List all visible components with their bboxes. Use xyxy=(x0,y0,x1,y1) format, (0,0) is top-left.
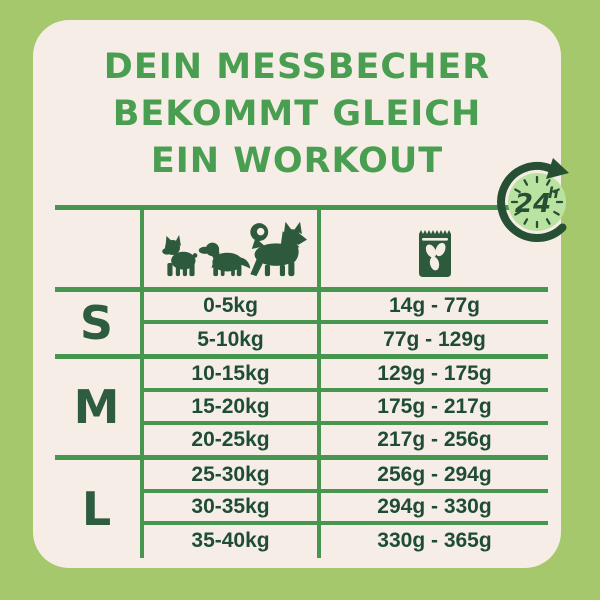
weight-cell: 0-5kg xyxy=(203,294,258,317)
size-label-s: S xyxy=(79,296,114,350)
badge-unit: h xyxy=(548,184,559,202)
amount-cell: 330g - 365g xyxy=(377,528,492,552)
weight-cell: 10-15kg xyxy=(191,361,270,385)
row-divider xyxy=(140,521,548,525)
title-line-3: EIN WORKOUT xyxy=(150,141,444,181)
24h-clock-badge: 24 h xyxy=(487,151,587,251)
title-line-2: BEKOMMT GLEICH xyxy=(112,94,482,134)
size-label-l: L xyxy=(81,481,112,536)
card-background xyxy=(33,20,561,568)
row-divider xyxy=(140,320,548,324)
weight-cell: 30-35kg xyxy=(191,495,270,518)
column-divider-2 xyxy=(317,205,321,558)
amount-cell: 217g - 256g xyxy=(377,428,492,451)
weight-cell: 5-10kg xyxy=(197,327,264,351)
amount-cell: 175g - 217g xyxy=(377,394,492,418)
size-label-m: M xyxy=(73,380,120,434)
weight-cell: 20-25kg xyxy=(191,428,270,451)
amount-cell: 256g - 294g xyxy=(377,462,492,486)
badge-number: 24 xyxy=(515,189,551,219)
amount-cell: 129g - 175g xyxy=(377,361,492,385)
arrowhead xyxy=(546,158,569,179)
row-divider xyxy=(140,489,548,493)
header-bottom-divider xyxy=(55,287,548,292)
amount-cell: 14g - 77g xyxy=(388,294,481,317)
amount-cell: 77g - 129g xyxy=(383,327,486,351)
weight-cell: 25-30kg xyxy=(191,462,270,486)
page-title: DEIN MESSBECHER BEKOMMT GLEICH EIN WORKO… xyxy=(33,44,561,185)
section-divider-s-m xyxy=(55,354,548,359)
title-line-1: DEIN MESSBECHER xyxy=(103,47,491,87)
section-divider-m-l xyxy=(55,455,548,460)
food-bag-icon xyxy=(417,225,453,279)
dog-sizes-icon xyxy=(158,216,308,280)
row-divider xyxy=(140,388,548,392)
circular-arrow xyxy=(497,162,567,242)
weight-cell: 35-40kg xyxy=(191,528,270,552)
table-top-divider xyxy=(55,205,548,210)
weight-cell: 15-20kg xyxy=(191,394,270,418)
amount-cell: 294g - 330g xyxy=(377,495,492,518)
clock-face xyxy=(508,173,566,231)
column-divider-1 xyxy=(140,205,144,558)
clock-ticks xyxy=(510,175,564,229)
row-divider xyxy=(140,421,548,425)
